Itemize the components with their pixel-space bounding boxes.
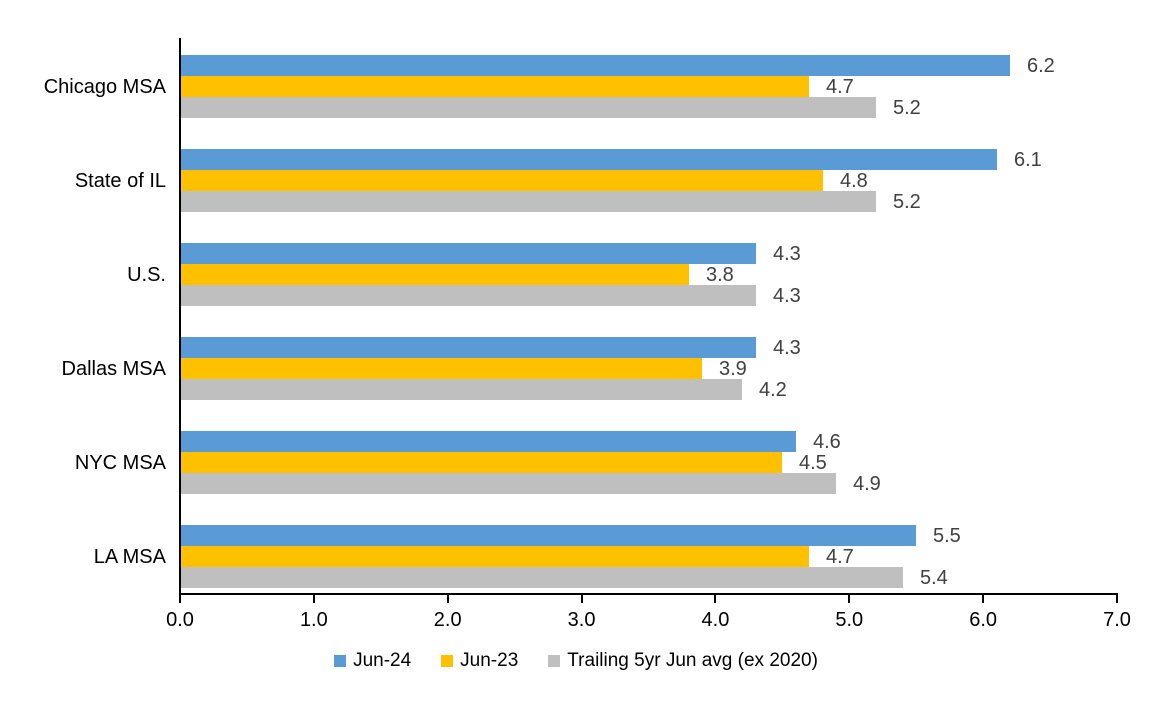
bar-nyc-msa-trailing-5yr-jun-avg-ex-2020 bbox=[181, 473, 836, 494]
bar-la-msa-trailing-5yr-jun-avg-ex-2020 bbox=[181, 567, 903, 588]
x-tick-6.0 bbox=[982, 594, 985, 603]
x-tick-label-5.0: 5.0 bbox=[835, 609, 864, 631]
legend-item-trailing-5yr-jun-avg-ex-2020: Trailing 5yr Jun avg (ex 2020) bbox=[548, 650, 818, 672]
value-label-chicago-msa-jun-24: 6.2 bbox=[1027, 54, 1055, 77]
x-axis-line bbox=[179, 593, 1118, 595]
category-label-state-of-il: State of IL bbox=[74, 169, 166, 192]
bar-u-s-jun-23 bbox=[181, 264, 689, 285]
bar-state-of-il-jun-24 bbox=[181, 149, 997, 170]
x-tick-1.0 bbox=[312, 594, 315, 603]
value-label-state-of-il-trailing-5yr-jun-avg-ex-2020: 5.2 bbox=[893, 190, 921, 213]
value-label-dallas-msa-trailing-5yr-jun-avg-ex-2020: 4.2 bbox=[759, 378, 787, 401]
y-axis-line bbox=[179, 38, 181, 603]
category-label-chicago-msa: Chicago MSA bbox=[43, 75, 166, 98]
value-label-la-msa-trailing-5yr-jun-avg-ex-2020: 5.4 bbox=[920, 566, 948, 589]
x-tick-5.0 bbox=[848, 594, 851, 603]
legend-label-trailing-5yr-jun-avg-ex-2020: Trailing 5yr Jun avg (ex 2020) bbox=[567, 650, 818, 671]
legend-swatch-jun-24 bbox=[334, 655, 347, 667]
bar-dallas-msa-jun-24 bbox=[181, 337, 756, 358]
bar-state-of-il-jun-23 bbox=[181, 170, 823, 191]
category-label-la-msa: LA MSA bbox=[93, 545, 166, 568]
value-label-la-msa-jun-23: 4.7 bbox=[826, 545, 854, 568]
value-label-state-of-il-jun-24: 6.1 bbox=[1014, 148, 1042, 171]
value-label-u-s-jun-23: 3.8 bbox=[706, 263, 734, 286]
legend-item-jun-23: Jun-23 bbox=[441, 650, 518, 672]
value-label-nyc-msa-trailing-5yr-jun-avg-ex-2020: 4.9 bbox=[853, 472, 881, 495]
bar-u-s-jun-24 bbox=[181, 243, 756, 264]
bar-chicago-msa-jun-24 bbox=[181, 55, 1010, 76]
bar-nyc-msa-jun-23 bbox=[181, 452, 782, 473]
value-label-nyc-msa-jun-23: 4.5 bbox=[799, 451, 827, 474]
x-tick-0.0 bbox=[179, 594, 181, 603]
legend-label-jun-23: Jun-23 bbox=[460, 650, 519, 671]
x-tick-2.0 bbox=[446, 594, 449, 603]
bar-state-of-il-trailing-5yr-jun-avg-ex-2020 bbox=[181, 191, 876, 212]
legend-swatch-trailing-5yr-jun-avg-ex-2020 bbox=[548, 655, 561, 667]
bar-dallas-msa-jun-23 bbox=[181, 358, 702, 379]
bar-nyc-msa-jun-24 bbox=[181, 431, 796, 452]
x-tick-label-1.0: 1.0 bbox=[299, 609, 328, 631]
legend-item-jun-24: Jun-24 bbox=[334, 650, 411, 672]
x-tick-label-3.0: 3.0 bbox=[567, 609, 596, 631]
value-label-u-s-jun-24: 4.3 bbox=[773, 242, 801, 265]
category-label-dallas-msa: Dallas MSA bbox=[61, 357, 166, 380]
bar-u-s-trailing-5yr-jun-avg-ex-2020 bbox=[181, 285, 756, 306]
value-label-state-of-il-jun-23: 4.8 bbox=[840, 169, 868, 192]
x-tick-3.0 bbox=[580, 594, 583, 603]
x-tick-label-4.0: 4.0 bbox=[701, 609, 730, 631]
value-label-chicago-msa-trailing-5yr-jun-avg-ex-2020: 5.2 bbox=[893, 96, 921, 119]
category-label-u-s: U.S. bbox=[127, 263, 166, 286]
value-label-dallas-msa-jun-24: 4.3 bbox=[773, 336, 801, 359]
bar-chicago-msa-trailing-5yr-jun-avg-ex-2020 bbox=[181, 97, 876, 118]
category-label-nyc-msa: NYC MSA bbox=[74, 451, 166, 474]
value-label-u-s-trailing-5yr-jun-avg-ex-2020: 4.3 bbox=[773, 284, 801, 307]
value-label-nyc-msa-jun-24: 4.6 bbox=[813, 430, 841, 453]
x-tick-label-0.0: 0.0 bbox=[166, 609, 194, 631]
bar-la-msa-jun-23 bbox=[181, 546, 809, 567]
x-tick-7.0 bbox=[1116, 594, 1118, 603]
bar-la-msa-jun-24 bbox=[181, 525, 916, 546]
x-tick-label-7.0: 7.0 bbox=[1103, 609, 1131, 631]
x-tick-label-6.0: 6.0 bbox=[969, 609, 998, 631]
value-label-chicago-msa-jun-23: 4.7 bbox=[826, 75, 854, 98]
bar-chicago-msa-jun-23 bbox=[181, 76, 809, 97]
x-tick-4.0 bbox=[714, 594, 717, 603]
legend: Jun-24 Jun-23 Trailing 5yr Jun avg (ex 202… bbox=[0, 650, 1152, 672]
x-tick-label-2.0: 2.0 bbox=[433, 609, 462, 631]
value-label-la-msa-jun-24: 5.5 bbox=[933, 524, 961, 547]
legend-swatch-jun-23 bbox=[441, 655, 454, 667]
bar-dallas-msa-trailing-5yr-jun-avg-ex-2020 bbox=[181, 379, 742, 400]
legend-label-jun-24: Jun-24 bbox=[353, 650, 412, 671]
value-label-dallas-msa-jun-23: 3.9 bbox=[719, 357, 747, 380]
